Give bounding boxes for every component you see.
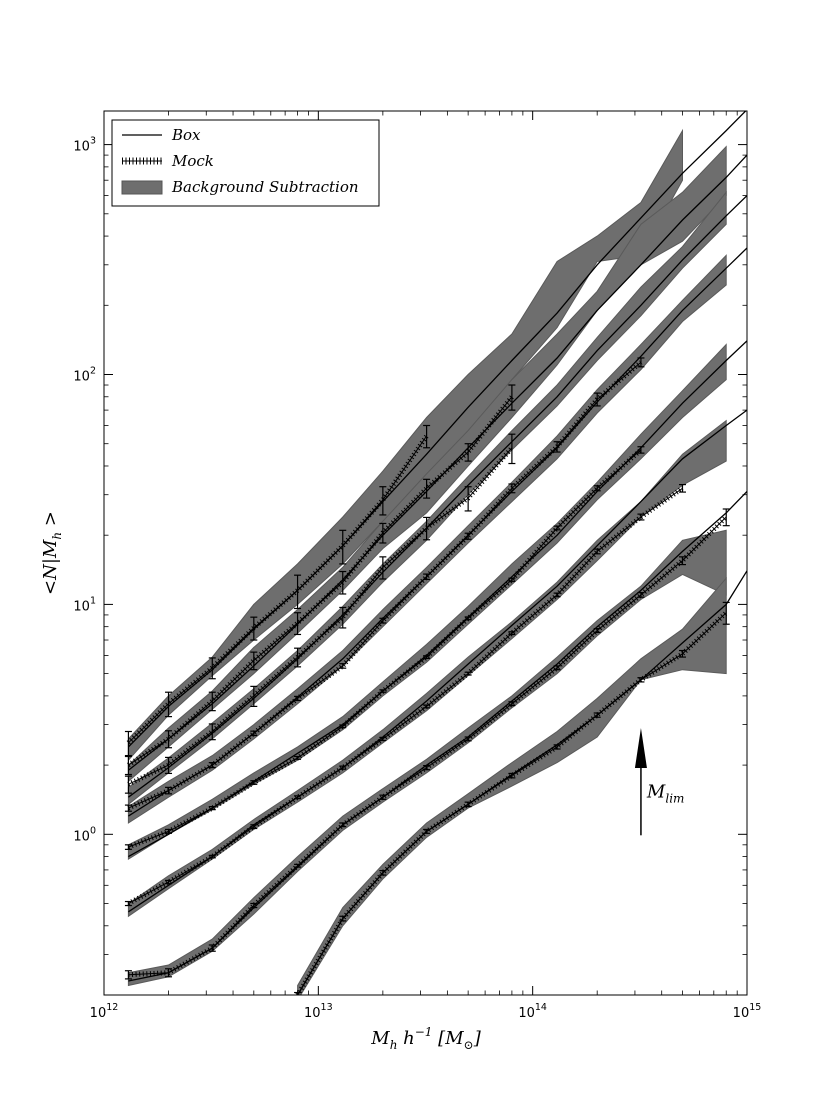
mock-series-3 <box>124 357 645 812</box>
band-4 <box>127 343 727 860</box>
x-axis-label: Mh h−1 [M⊙] <box>370 1025 481 1052</box>
mock-hatch-1 <box>127 395 514 768</box>
band-7 <box>297 576 727 995</box>
y-tick-label-1: 101 <box>73 595 96 614</box>
mlim-label: Mlim <box>646 782 685 806</box>
mock-series <box>124 357 730 995</box>
mock-series-7 <box>294 601 730 995</box>
mock-hatch-5 <box>127 486 684 906</box>
mock-series-0 <box>124 424 431 757</box>
mock-hatch-2 <box>127 446 514 787</box>
box-line-0 <box>127 111 747 748</box>
mock-hatch-0 <box>126 434 429 745</box>
legend: Box Mock Background Subtraction <box>111 119 380 207</box>
y-tick-label-0: 100 <box>73 825 96 844</box>
y-tick-label-3: 103 <box>73 136 96 155</box>
mock-series-4 <box>124 446 645 850</box>
mock-series-2 <box>124 433 516 794</box>
mock-series-5 <box>124 483 686 907</box>
y-axis-label: <N|Mh > <box>40 511 64 595</box>
mlim-arrow-head <box>634 727 647 768</box>
background-subtraction-bands <box>127 128 727 995</box>
mock-series-6 <box>124 508 730 980</box>
mock-series-1 <box>124 384 516 776</box>
axis-ticks: 1012 1013 1014 1015 100 101 102 103 <box>73 111 761 1021</box>
x-tick-label-1: 1013 <box>304 1002 333 1021</box>
box-line-2 <box>128 195 747 798</box>
legend-label-band: Background Subtraction <box>171 178 359 196</box>
legend-label-mock: Mock <box>171 152 214 170</box>
x-tick-label-0: 1012 <box>90 1002 119 1021</box>
y-tick-label-2: 102 <box>73 365 96 384</box>
plot-frame <box>103 110 748 996</box>
band-5 <box>127 419 727 918</box>
mlim-annotation: Mlim <box>634 727 685 836</box>
band-0 <box>127 128 683 762</box>
band-3 <box>127 254 727 824</box>
box-line-4 <box>128 340 747 858</box>
legend-label-box: Box <box>171 126 201 144</box>
legend-swatch-band <box>121 180 163 195</box>
x-tick-label-3: 1015 <box>733 1002 762 1021</box>
x-tick-label-2: 1014 <box>518 1002 547 1021</box>
box-line-5 <box>128 409 747 913</box>
